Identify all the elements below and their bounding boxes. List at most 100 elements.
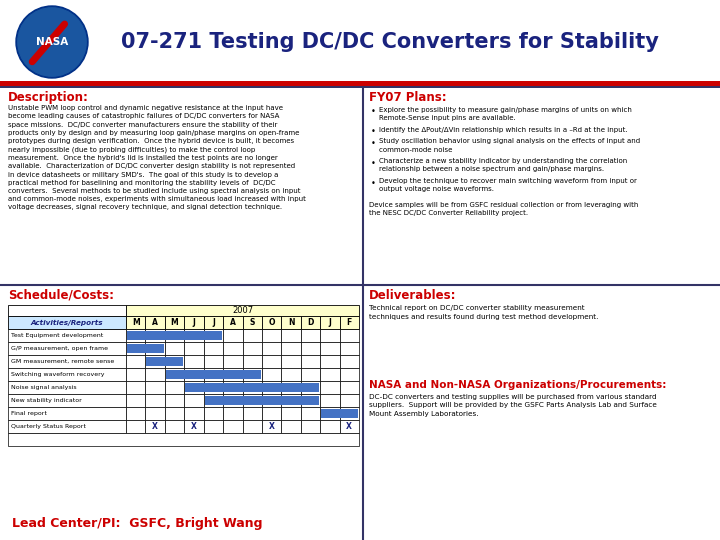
Text: M: M <box>132 318 140 327</box>
Text: Study oscillation behavior using signal analysis on the effects of input and
com: Study oscillation behavior using signal … <box>379 138 640 152</box>
Bar <box>320 316 340 329</box>
Text: J: J <box>212 318 215 327</box>
Bar <box>223 381 243 394</box>
Bar <box>282 329 301 342</box>
Text: D: D <box>307 318 314 327</box>
Text: O: O <box>269 318 275 327</box>
Bar <box>127 344 164 353</box>
Text: Deliverables:: Deliverables: <box>369 289 456 302</box>
Bar <box>262 329 282 342</box>
Bar <box>165 329 184 342</box>
Text: Test Equipment development: Test Equipment development <box>11 333 103 338</box>
Bar <box>145 420 165 433</box>
Bar <box>126 329 145 342</box>
Bar <box>185 383 319 392</box>
Bar <box>184 355 204 368</box>
Bar <box>340 355 359 368</box>
Bar <box>262 316 282 329</box>
Bar <box>146 357 184 366</box>
Bar <box>340 329 359 342</box>
Bar <box>282 368 301 381</box>
Bar <box>320 355 340 368</box>
Text: 2007: 2007 <box>232 306 253 315</box>
Text: Switching waveform recovery: Switching waveform recovery <box>11 372 104 377</box>
Text: Final report: Final report <box>11 411 47 416</box>
Text: DC-DC converters and testing supplies will be purchased from various standard
su: DC-DC converters and testing supplies wi… <box>369 394 657 417</box>
Bar <box>243 329 262 342</box>
Bar <box>340 368 359 381</box>
Bar <box>321 409 358 418</box>
Circle shape <box>16 6 88 78</box>
Bar <box>243 342 262 355</box>
Bar <box>301 342 320 355</box>
Bar <box>243 394 262 407</box>
Text: X: X <box>346 422 352 431</box>
Text: X: X <box>191 422 197 431</box>
Text: Quarterly Status Report: Quarterly Status Report <box>11 424 86 429</box>
Bar <box>243 407 262 420</box>
Bar <box>320 368 340 381</box>
Bar <box>262 381 282 394</box>
Bar <box>262 368 282 381</box>
Text: •: • <box>371 107 376 116</box>
Text: •: • <box>371 138 376 147</box>
Bar <box>223 368 243 381</box>
Text: Technical report on DC/DC converter stability measurement
techniques and results: Technical report on DC/DC converter stab… <box>369 305 598 320</box>
Bar <box>320 329 340 342</box>
Bar <box>243 355 262 368</box>
Bar <box>145 316 165 329</box>
Text: NASA: NASA <box>36 37 68 47</box>
Text: F: F <box>346 318 352 327</box>
Bar <box>320 407 340 420</box>
Circle shape <box>18 8 86 76</box>
Bar <box>282 316 301 329</box>
Bar <box>301 355 320 368</box>
Text: •: • <box>371 179 376 187</box>
Text: Activities/Reports: Activities/Reports <box>31 320 103 326</box>
Bar <box>126 407 145 420</box>
Bar <box>126 368 145 381</box>
Bar <box>262 355 282 368</box>
Bar <box>223 407 243 420</box>
Bar <box>165 420 184 433</box>
Bar <box>262 394 282 407</box>
Text: Lead Center/PI:  GSFC, Bright Wang: Lead Center/PI: GSFC, Bright Wang <box>12 517 263 530</box>
Bar <box>184 407 204 420</box>
Text: A: A <box>230 318 235 327</box>
Bar <box>184 420 204 433</box>
Bar <box>145 368 165 381</box>
Text: A: A <box>152 318 158 327</box>
Text: •: • <box>371 159 376 167</box>
Bar <box>262 342 282 355</box>
Bar <box>8 394 126 407</box>
Bar <box>301 381 320 394</box>
Bar <box>126 305 359 316</box>
Bar <box>0 81 720 86</box>
Text: J: J <box>192 318 195 327</box>
Bar <box>243 420 262 433</box>
Bar <box>204 394 223 407</box>
Bar <box>301 394 320 407</box>
Bar <box>340 394 359 407</box>
Bar <box>204 368 223 381</box>
Bar <box>184 381 204 394</box>
Bar <box>320 342 340 355</box>
Bar <box>127 331 222 340</box>
Bar <box>262 407 282 420</box>
Bar <box>223 316 243 329</box>
Bar <box>320 381 340 394</box>
Bar <box>8 329 126 342</box>
Bar <box>126 420 145 433</box>
Bar <box>184 368 204 381</box>
Bar <box>223 329 243 342</box>
Bar <box>243 316 262 329</box>
Text: J: J <box>328 318 331 327</box>
Bar <box>204 329 223 342</box>
Text: Explore the possibility to measure gain/phase margins of units on which
Remote-S: Explore the possibility to measure gain/… <box>379 107 632 121</box>
Bar <box>184 329 204 342</box>
Bar <box>243 368 262 381</box>
Bar <box>340 420 359 433</box>
Bar <box>145 355 165 368</box>
Bar <box>165 342 184 355</box>
Text: G/P measurement, open frame: G/P measurement, open frame <box>11 346 108 351</box>
